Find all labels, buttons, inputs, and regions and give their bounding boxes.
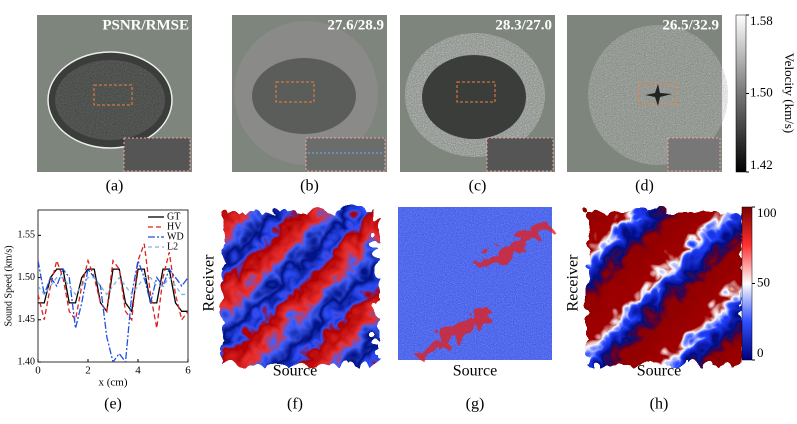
panel-label: (d) bbox=[635, 178, 654, 195]
colorbar-tick-label: 1.58 bbox=[750, 13, 773, 28]
colorbar-title: Velocity (km/s) bbox=[782, 53, 797, 134]
colorbar-tick-label: 1.50 bbox=[750, 84, 773, 99]
x-tick-label: 0 bbox=[35, 365, 41, 377]
x-tick-label: 4 bbox=[135, 365, 141, 377]
panel-label: (g) bbox=[466, 396, 485, 413]
y-axis-label: Sound Speed (km/s) bbox=[3, 245, 14, 326]
x-axis-name: Source bbox=[637, 363, 681, 380]
y-axis-name: Receiver bbox=[201, 254, 218, 312]
plot-frame bbox=[37, 209, 189, 363]
panel-label: (c) bbox=[469, 178, 487, 195]
legend-label: L2 bbox=[167, 241, 178, 252]
panel-metric: 28.3/27.0 bbox=[495, 17, 552, 33]
legend-label: WD bbox=[167, 231, 184, 242]
y-tick-label: 1.40 bbox=[18, 356, 36, 367]
series-line bbox=[38, 243, 188, 329]
panel-label: (h) bbox=[650, 396, 669, 413]
panel-metric: PSNR/RMSE bbox=[102, 17, 189, 33]
panel-label: (a) bbox=[106, 178, 124, 195]
y-axis-name: Receiver bbox=[565, 254, 582, 312]
legend-label: GT bbox=[167, 211, 180, 222]
x-tick-label: 6 bbox=[185, 365, 191, 377]
colorbar-tick-label: 100 bbox=[757, 205, 777, 220]
panel-metric: 27.6/28.9 bbox=[327, 17, 384, 33]
x-tick-label: 2 bbox=[85, 365, 91, 377]
series-line bbox=[38, 258, 188, 362]
y-tick-label: 1.50 bbox=[18, 272, 36, 283]
chart-label: (e) bbox=[104, 396, 122, 413]
colorbar-tick-label: 1.42 bbox=[750, 157, 773, 172]
x-axis-name: Source bbox=[273, 363, 317, 380]
panel-g-image bbox=[398, 207, 552, 360]
panel-b-image bbox=[232, 15, 387, 172]
colorbar-tick-label: 0 bbox=[757, 345, 764, 360]
x-axis-label: x (cm) bbox=[98, 377, 127, 389]
panel-d-image bbox=[567, 15, 728, 172]
panel-label: (f) bbox=[287, 396, 303, 413]
y-tick-label: 1.45 bbox=[18, 314, 36, 325]
panel-a-image bbox=[37, 15, 192, 172]
velocity-colorbar bbox=[735, 14, 747, 173]
series-line bbox=[38, 276, 188, 296]
x-axis-name: Source bbox=[453, 363, 497, 380]
panel-f-image bbox=[218, 207, 372, 360]
legend-label: HV bbox=[167, 221, 182, 232]
colorbar-tick-label: 50 bbox=[757, 274, 770, 289]
y-tick-label: 1.55 bbox=[18, 230, 36, 241]
panel-h-image bbox=[582, 207, 736, 360]
panel-c-image bbox=[400, 15, 555, 172]
panel-label: (b) bbox=[300, 178, 319, 195]
misfit-colorbar bbox=[741, 206, 753, 361]
panel-metric: 26.5/32.9 bbox=[662, 17, 719, 33]
